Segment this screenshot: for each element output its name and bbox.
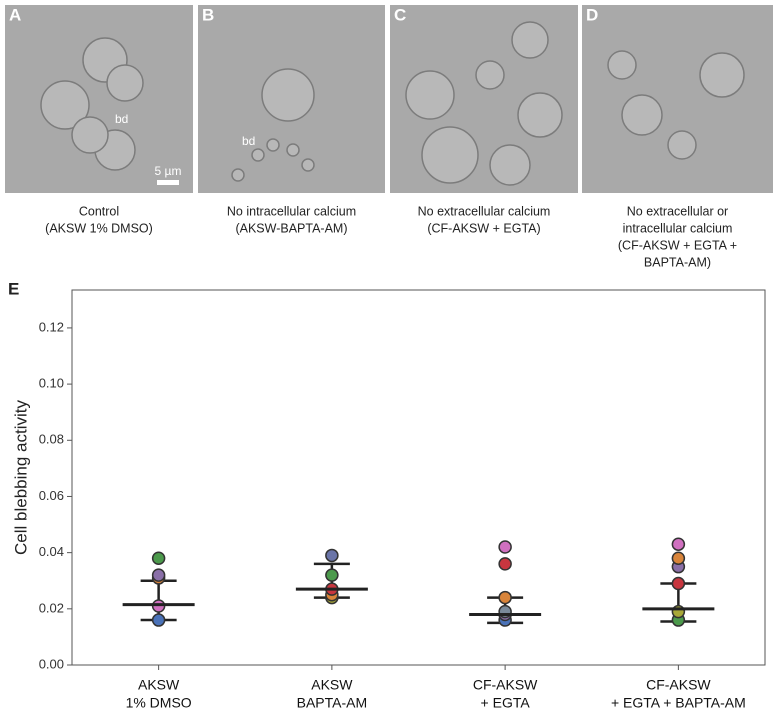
caption: (AKSW 1% DMSO) <box>45 221 153 235</box>
scale-label: 5 µm <box>155 164 182 178</box>
caption: (CF-AKSW + EGTA + <box>618 238 737 252</box>
replicate-mean <box>498 557 512 571</box>
cell <box>261 68 315 122</box>
replicate-mean <box>498 590 512 605</box>
caption: No extracellular or <box>627 204 728 218</box>
replicate-mean <box>671 537 686 551</box>
replicate-mean <box>151 613 166 627</box>
replicate-mean <box>671 576 686 591</box>
cell <box>106 64 144 102</box>
cell <box>607 50 637 80</box>
cell <box>286 143 300 157</box>
cell <box>475 60 505 90</box>
cell <box>511 21 549 59</box>
caption: (AKSW-BAPTA-AM) <box>235 221 347 235</box>
cell <box>489 144 531 186</box>
cell <box>266 138 280 152</box>
scale-bar <box>157 180 179 185</box>
panel-letter: C <box>394 5 406 24</box>
x-tick-label: AKSW <box>138 677 180 693</box>
caption: (CF-AKSW + EGTA) <box>427 221 540 235</box>
x-tick-label: AKSW <box>311 677 353 693</box>
y-tick-label: 0.00 <box>39 656 64 671</box>
cell <box>251 148 265 162</box>
caption: Control <box>79 204 119 218</box>
cell <box>231 168 245 182</box>
caption: BAPTA-AM) <box>644 255 711 269</box>
cell <box>71 116 109 154</box>
x-tick-label: CF-AKSW <box>473 677 538 693</box>
cell <box>621 94 663 136</box>
panel-letter: B <box>202 5 214 24</box>
caption: intracellular calcium <box>623 221 733 235</box>
y-tick-label: 0.12 <box>39 319 64 334</box>
panel-letter: A <box>9 5 21 24</box>
replicate-mean <box>498 540 512 554</box>
y-tick-label: 0.02 <box>39 600 64 615</box>
cell <box>517 92 563 138</box>
panel-letter: D <box>586 5 598 24</box>
cell <box>699 52 745 98</box>
replicate-mean <box>325 568 339 582</box>
replicate-mean <box>151 568 166 582</box>
x-tick-label: + EGTA + BAPTA-AM <box>611 695 746 711</box>
y-tick-label: 0.04 <box>39 544 64 559</box>
y-tick-label: 0.10 <box>39 376 64 391</box>
cell <box>301 158 315 172</box>
plot-frame <box>71 289 766 666</box>
x-tick-label: BAPTA-AM <box>297 695 368 711</box>
cell <box>421 126 479 184</box>
micrograph <box>582 5 773 193</box>
caption: No extracellular calcium <box>418 204 551 218</box>
x-tick-label: 1% DMSO <box>126 695 192 711</box>
replicate-mean <box>671 551 686 566</box>
caption: No intracellular calcium <box>227 204 356 218</box>
x-tick-label: + EGTA <box>481 695 531 711</box>
annotation: bd <box>115 112 128 126</box>
replicate-mean <box>151 551 166 566</box>
y-tick-label: 0.08 <box>39 432 64 447</box>
cell <box>667 130 697 160</box>
panel-letter: E <box>8 279 19 298</box>
annotation: bd <box>242 134 255 148</box>
replicate-mean <box>325 548 339 563</box>
cell <box>405 70 455 120</box>
y-tick-label: 0.06 <box>39 488 64 503</box>
x-tick-label: CF-AKSW <box>646 677 711 693</box>
y-axis-label: Cell blebbing activity <box>11 400 30 555</box>
cell <box>40 80 90 130</box>
